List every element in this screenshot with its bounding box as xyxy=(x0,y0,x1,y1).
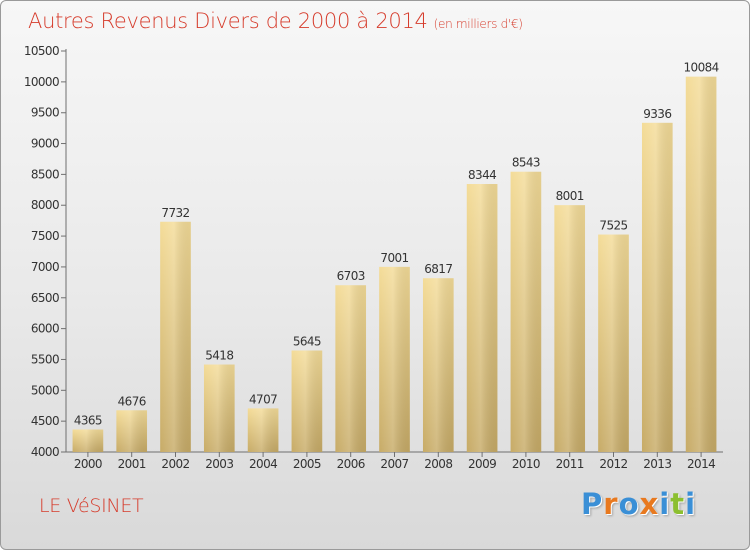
data-label: 10084 xyxy=(684,61,719,75)
y-tick-label: 8500 xyxy=(31,167,59,181)
x-tick-label: 2008 xyxy=(424,457,452,471)
proxiti-logo[interactable]: Proxiti xyxy=(581,487,696,521)
bar-highlight xyxy=(510,171,542,452)
logo-letter: o xyxy=(618,487,640,521)
y-tick-label: 4500 xyxy=(31,414,59,428)
y-tick-label: 4000 xyxy=(31,445,59,459)
x-tick-label: 2005 xyxy=(293,457,321,471)
chart-unit: (en milliers d'€) xyxy=(433,17,523,31)
y-tick-label: 6000 xyxy=(31,322,59,336)
bar-highlight xyxy=(72,429,104,452)
logo-letter: r xyxy=(603,487,619,521)
x-tick-label: 2001 xyxy=(118,457,146,471)
bar-highlight xyxy=(379,266,410,452)
bar-highlight xyxy=(247,408,279,452)
y-tick-label: 9000 xyxy=(31,137,59,151)
data-label: 9336 xyxy=(643,107,671,121)
bar-highlight xyxy=(291,350,323,452)
y-tick-label: 7000 xyxy=(31,260,59,274)
logo-letter: x xyxy=(639,487,660,521)
bars xyxy=(72,76,717,453)
data-label: 5418 xyxy=(205,349,233,363)
y-tick-label: 9500 xyxy=(31,106,59,120)
data-label: 8001 xyxy=(556,189,584,203)
bar-highlight xyxy=(116,410,148,452)
data-label: 7525 xyxy=(599,219,627,233)
bar-highlight xyxy=(685,76,717,452)
data-label: 4365 xyxy=(74,413,102,427)
x-tick-label: 2003 xyxy=(205,457,233,471)
x-tick-label: 2006 xyxy=(337,457,365,471)
x-tick-label: 2009 xyxy=(468,457,496,471)
y-tick-label: 6500 xyxy=(31,291,59,305)
logo-letter: i xyxy=(659,487,671,521)
y-tick-label: 8000 xyxy=(31,198,59,212)
y-tick-label: 5000 xyxy=(31,383,59,397)
x-axis: 2000 2001 2002 2003 2004 2005 2006 2007 2008 2009… xyxy=(66,451,723,471)
bar-highlight xyxy=(466,184,498,453)
logo-letter: t xyxy=(670,487,686,521)
bar-highlight xyxy=(160,221,191,452)
x-tick-label: 2002 xyxy=(161,457,189,471)
data-label: 8543 xyxy=(512,156,540,170)
data-label: 7732 xyxy=(161,206,189,220)
bar-highlight xyxy=(641,122,673,452)
bar-highlight xyxy=(203,364,235,452)
data-label: 4707 xyxy=(249,392,277,406)
x-tick-label: 2010 xyxy=(512,457,540,471)
y-tick-label: 7500 xyxy=(31,229,59,243)
x-tick-label: 2013 xyxy=(643,457,671,471)
x-tick-label: 2007 xyxy=(380,457,408,471)
bar-highlight xyxy=(554,205,586,452)
data-label: 5645 xyxy=(293,335,321,349)
data-label: 8344 xyxy=(468,168,496,182)
bar-highlight xyxy=(422,278,454,452)
bar-highlight xyxy=(335,285,367,452)
logo-letter: P xyxy=(581,487,604,521)
y-tick-label: 10000 xyxy=(24,75,59,89)
y-axis: 4000 4500 5000 5500 6000 6500 7000 7500 8000 8500… xyxy=(24,44,67,459)
x-tick-label: 2004 xyxy=(249,457,277,471)
x-tick-label: 2011 xyxy=(556,457,584,471)
x-tick-label: 2000 xyxy=(74,457,102,471)
data-label: 6817 xyxy=(424,262,452,276)
chart-title-text: Autres Revenus Divers de 2000 à 2014 xyxy=(28,9,428,33)
value-labels: 4365 4676 7732 5418 4707 5645 6703 7001 6817 8344… xyxy=(74,61,719,428)
data-label: 7001 xyxy=(380,251,408,265)
chart-title: Autres Revenus Divers de 2000 à 2014 (en … xyxy=(28,9,523,33)
bar-highlight xyxy=(598,234,629,452)
data-label: 4676 xyxy=(118,394,146,408)
commune-name: LE VéSINET xyxy=(39,495,144,517)
x-tick-label: 2014 xyxy=(687,457,715,471)
y-tick-label: 5500 xyxy=(31,352,59,366)
logo-letter: i xyxy=(685,487,697,521)
data-label: 6703 xyxy=(337,269,365,283)
x-tick-label: 2012 xyxy=(599,457,627,471)
y-tick-label: 10500 xyxy=(24,44,59,58)
